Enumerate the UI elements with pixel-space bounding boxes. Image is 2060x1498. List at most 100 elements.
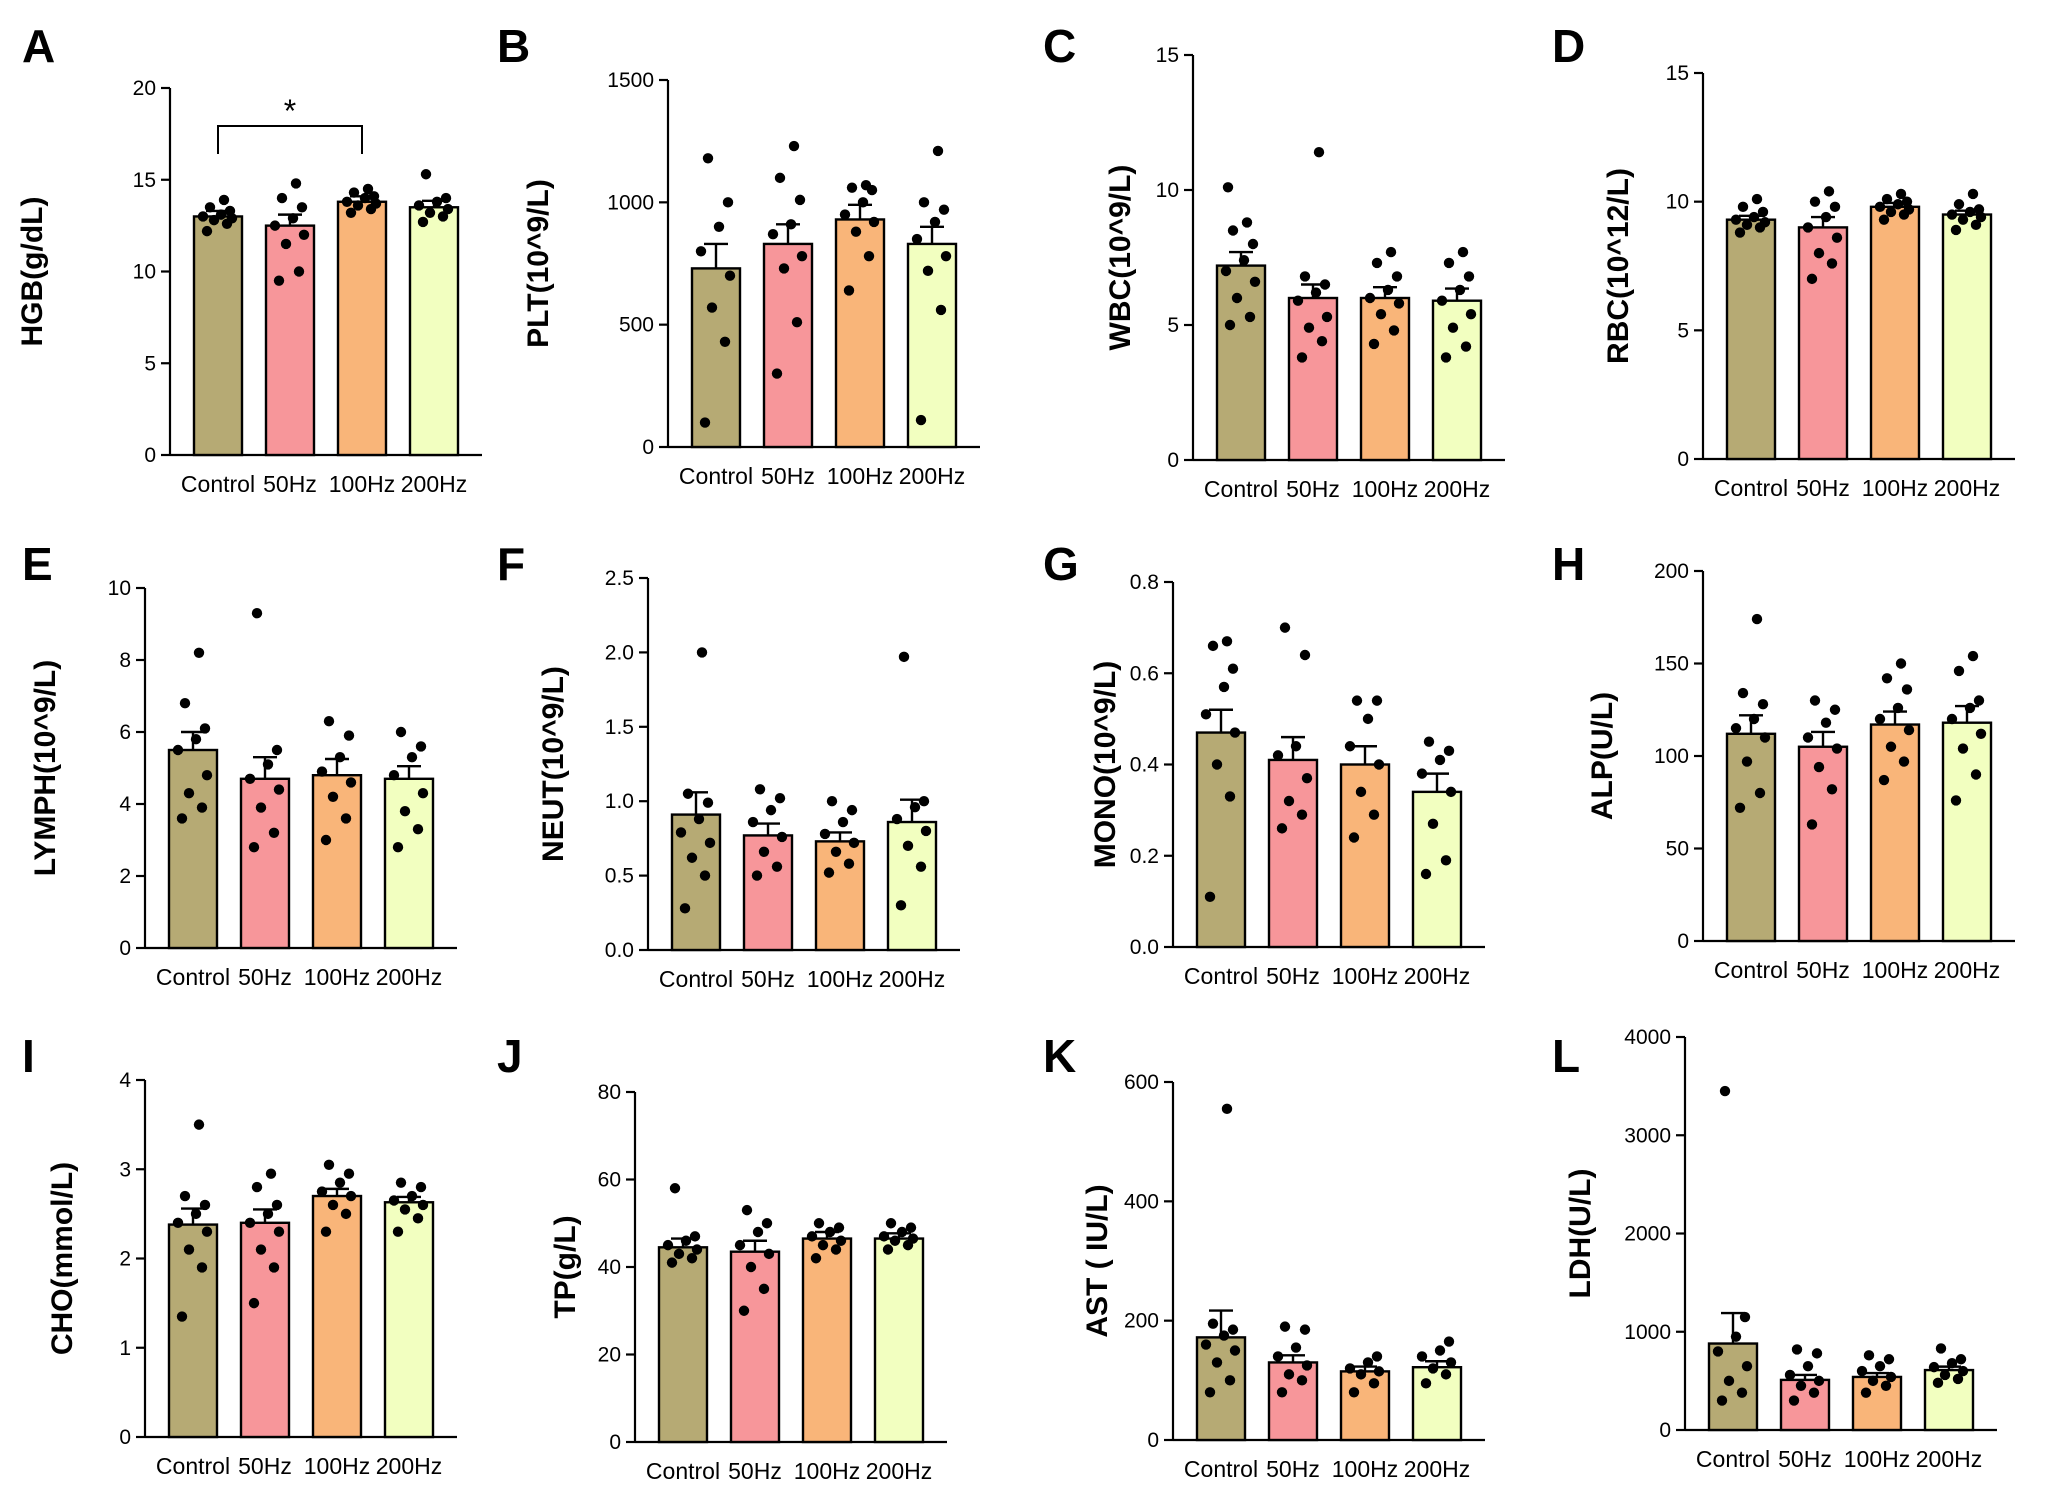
data-point [412,1213,424,1224]
data-point [1946,1357,1958,1369]
data-point [1730,1331,1742,1342]
bar-control [1725,732,1777,943]
data-point [796,250,808,262]
data-point [758,846,770,857]
bar-control [657,1246,709,1444]
data-point [699,870,711,881]
data-point [767,228,779,240]
data-point [1227,1324,1239,1335]
data-point [1371,257,1383,269]
data-point [1460,341,1472,352]
data-point [1373,1366,1385,1377]
data-point [1829,704,1841,715]
data-point [826,796,838,807]
data-point [1813,761,1825,773]
y-tick-label: 0.0 [605,939,634,962]
category-label: 100Hz [304,964,370,990]
y-tick-label: 3 [119,1158,131,1181]
data-point [1826,258,1838,269]
data-point [745,1261,757,1273]
y-axis-title: AST ( IU/L) [1081,1184,1114,1337]
data-point [763,1248,775,1260]
data-point [1950,224,1962,236]
data-point [244,773,256,784]
category-label: 50Hz [741,966,795,992]
data-point [424,207,436,218]
data-point [199,1199,211,1211]
data-point [1272,750,1284,761]
data-point [1200,1339,1212,1350]
panel-a: A 0 5 10 15 20 HGB(g/dL) Control 50Hz 100Hz 200Hz * [16,20,482,497]
data-point [1741,756,1753,767]
data-point [1874,1360,1886,1372]
data-point [179,1190,191,1202]
data-point [1204,1387,1216,1398]
bar-200hz [1923,1368,1975,1432]
data-point [1802,222,1814,233]
bar-100hz [1339,1370,1391,1442]
data-point [1831,232,1843,243]
data-point [340,1208,352,1220]
data-point [340,813,352,824]
y-tick-label: 4 [119,793,131,816]
data-point [738,1305,750,1316]
data-point [788,140,800,152]
bar-50hz [1797,226,1849,461]
panel-letter: D [1552,20,1585,72]
data-point [1276,1387,1288,1398]
data-point [1416,768,1428,779]
y-tick-label: 10 [1666,191,1689,214]
category-label: 50Hz [1266,963,1320,989]
data-point [199,723,211,734]
data-point [1276,823,1288,834]
data-point [1831,743,1843,754]
data-point [1809,695,1821,706]
data-point [1375,309,1387,320]
y-tick-label: 0.5 [605,865,634,888]
data-point [1207,1318,1219,1329]
data-point [196,1262,208,1273]
bar-100hz [834,218,886,449]
y-tick-label: 5 [144,352,156,375]
y-tick-label: 0 [119,937,131,960]
data-point [343,1168,355,1179]
y-axis-title: TP(g/L) [549,1215,582,1318]
data-point [1878,214,1890,225]
data-point [882,1244,894,1255]
panel-i: I 0 1 2 3 4 CHO(mmol/L) Control 50Hz 100Hz 200Hz [22,1030,457,1479]
data-point [1355,786,1367,798]
data-point [345,1190,357,1202]
data-point [1292,295,1304,306]
data-point [296,202,308,213]
y-tick-label: 1000 [607,191,654,214]
data-point [1813,247,1825,259]
data-point [1953,199,1965,210]
significance-mark: * [284,93,296,129]
data-point [201,1226,213,1237]
category-label: 50Hz [761,463,815,489]
data-point [693,813,705,825]
data-point [1249,276,1261,287]
data-point [747,816,759,828]
data-point [1283,795,1295,807]
data-point [1898,756,1910,767]
data-point [176,1311,188,1322]
y-tick-label: 2.0 [605,641,634,664]
data-point [1895,658,1907,669]
data-point [1362,1357,1374,1368]
data-point [835,1235,847,1246]
category-label: 50Hz [1796,957,1850,983]
data-point [406,1190,418,1202]
y-tick-label: 1 [119,1337,131,1360]
data-point [771,368,783,379]
y-tick-label: 5 [1167,314,1179,337]
category-label: 50Hz [728,1458,782,1484]
category-label: Control [646,1458,720,1484]
panel-letter: E [22,538,53,590]
data-point [1964,206,1976,218]
data-point [215,209,227,220]
bar-200hz [383,1201,435,1439]
y-tick-label: 400 [1124,1190,1159,1213]
data-point [1434,1345,1446,1356]
data-point [1808,1387,1820,1398]
